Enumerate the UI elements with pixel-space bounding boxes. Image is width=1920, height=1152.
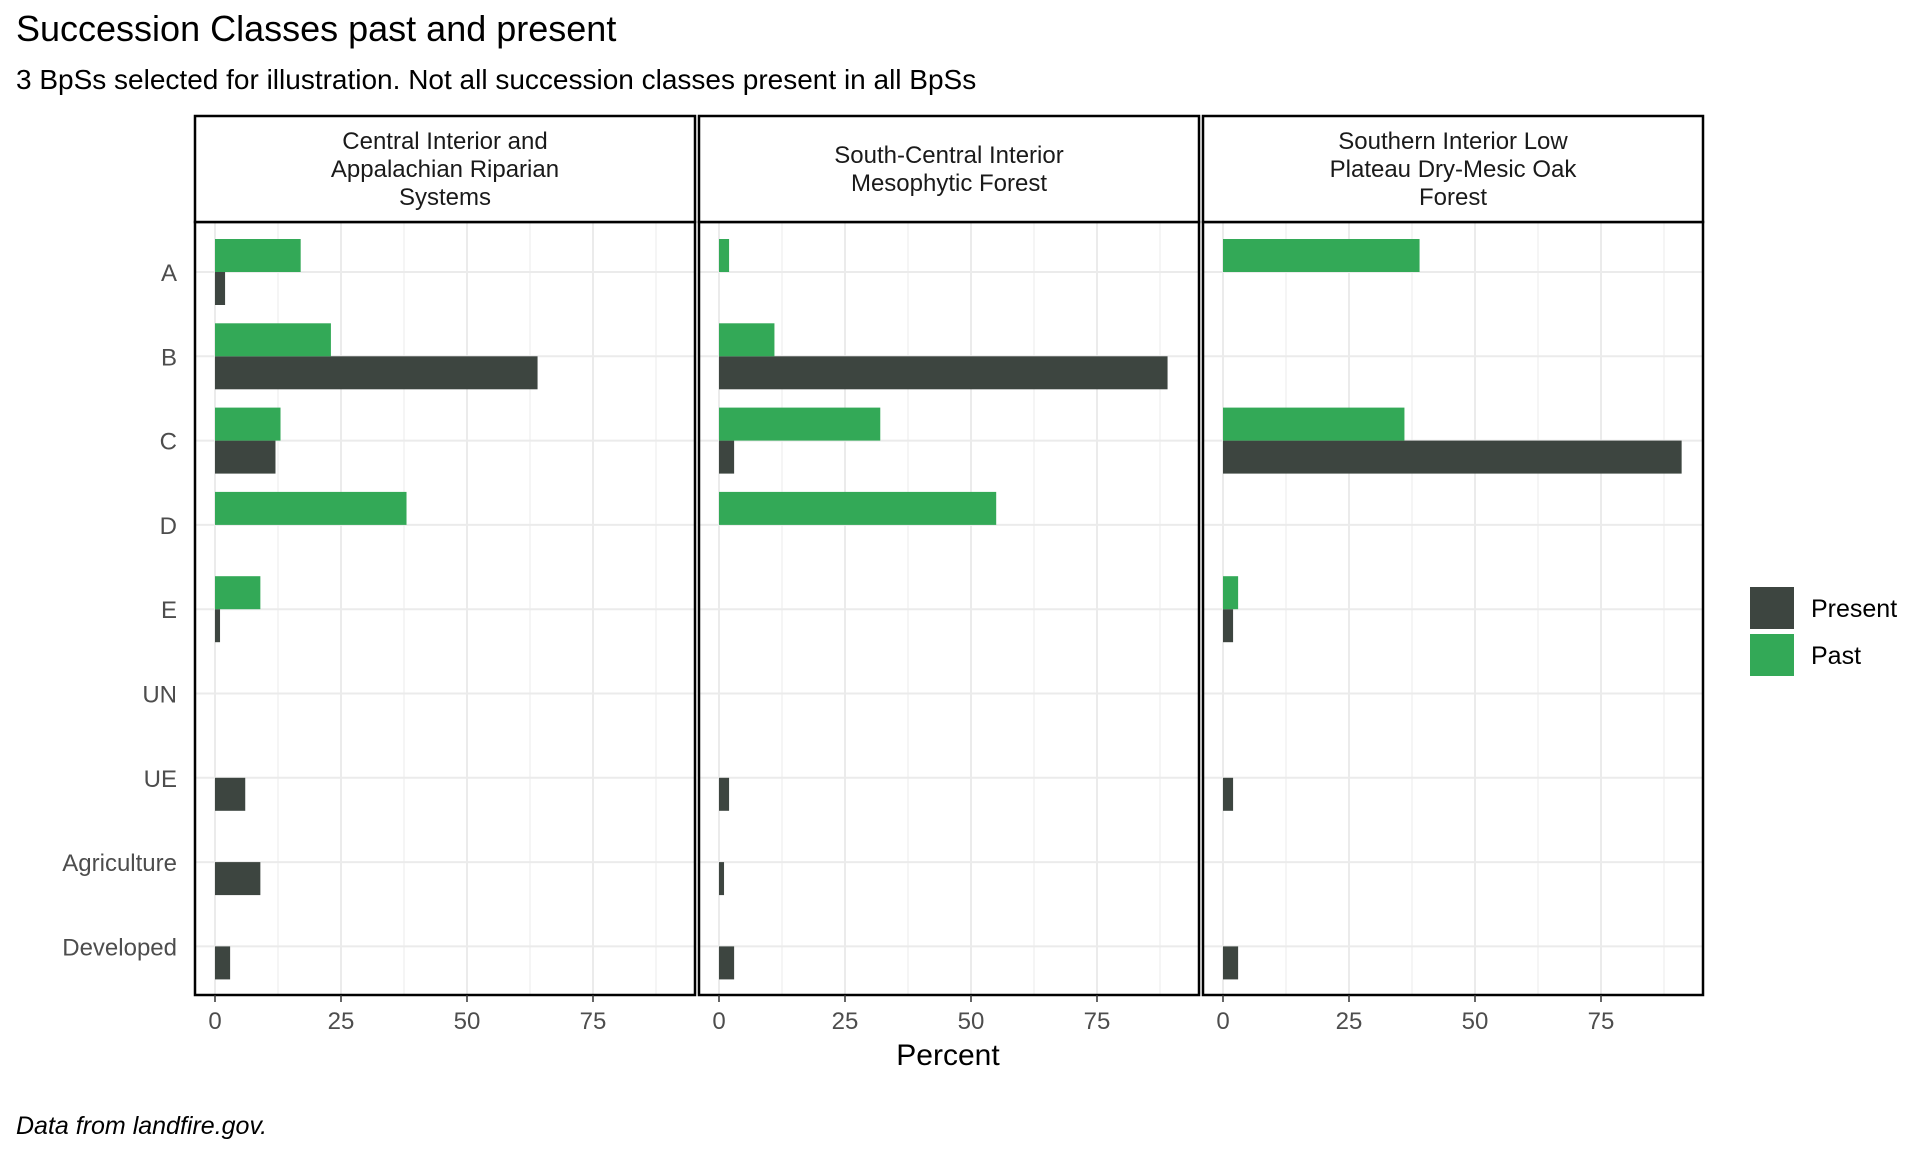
x-tick-label: 75 [580,1008,607,1035]
bar-present [1223,946,1239,980]
chart-caption: Data from landfire.gov. [16,1112,268,1140]
bar-present [719,946,735,980]
facet-label: Systems [399,184,491,211]
bar-past [719,491,997,525]
y-tick-label: UE [144,766,177,793]
bar-present [719,356,1168,390]
x-tick-label: 25 [1336,1008,1363,1035]
bar-present [215,946,231,980]
bar-past [1223,407,1405,441]
facet-label: Southern Interior Low [1338,128,1568,155]
x-axis-title: Percent [896,1039,1000,1072]
chart-subtitle: 3 BpSs selected for illustration. Not al… [16,64,977,95]
legend-label-past: Past [1811,642,1861,670]
x-tick-label: 50 [454,1008,481,1035]
bar-present [719,777,730,811]
legend-key-past [1750,634,1794,676]
x-tick-label: 50 [1462,1008,1489,1035]
bar-present [1223,609,1234,643]
bar-present [719,440,735,474]
facet-label: Appalachian Riparian [331,156,559,183]
bar-past [1223,239,1420,272]
x-tick-label: 25 [832,1008,859,1035]
bar-past [215,323,331,357]
x-tick-label: 75 [1084,1008,1111,1035]
bar-past [215,576,261,610]
y-tick-label: Developed [62,934,177,961]
bar-present [719,862,725,896]
bar-past [215,239,301,272]
bar-present [215,272,226,305]
y-tick-label: D [160,513,177,540]
y-tick-label: A [161,260,177,287]
legend-label-present: Present [1811,595,1897,623]
x-tick-label: 75 [1588,1008,1615,1035]
y-tick-label: Agriculture [62,850,177,877]
facet-label: Mesophytic Forest [851,170,1047,197]
y-tick-label: C [160,429,177,456]
bar-past [215,407,281,441]
x-tick-label: 0 [712,1008,725,1035]
bar-present [215,356,538,390]
bar-present [1223,440,1682,474]
bar-past [1223,576,1239,610]
bar-present [215,777,246,811]
y-tick-label: B [161,344,177,371]
bar-present [215,440,276,474]
facet-strip [1201,114,1705,224]
bar-present [215,609,221,643]
y-tick-label: E [161,597,177,624]
facet-label: South-Central Interior [834,142,1063,169]
facet-strip [193,114,697,224]
legend-key-present [1750,587,1794,629]
faceted-bar-chart: A B C D E UN UE Agriculture Developed Central Int… [62,114,1897,1072]
facet-label: Central Interior and [342,128,547,155]
chart-title: Succession Classes past and present [16,8,617,49]
facet-label: Forest [1419,184,1487,211]
y-tick-label: UN [142,682,177,709]
bar-present [215,862,261,896]
x-tick-label: 0 [208,1008,221,1035]
x-tick-label: 0 [1216,1008,1229,1035]
bar-present [1223,777,1234,811]
x-tick-label: 50 [958,1008,985,1035]
x-tick-label: 25 [328,1008,355,1035]
bar-past [719,407,881,441]
facet-label: Plateau Dry-Mesic Oak [1330,156,1578,183]
bar-past [719,323,775,357]
facet-strip [697,114,1201,224]
bar-past [215,491,407,525]
bar-past [719,239,730,272]
